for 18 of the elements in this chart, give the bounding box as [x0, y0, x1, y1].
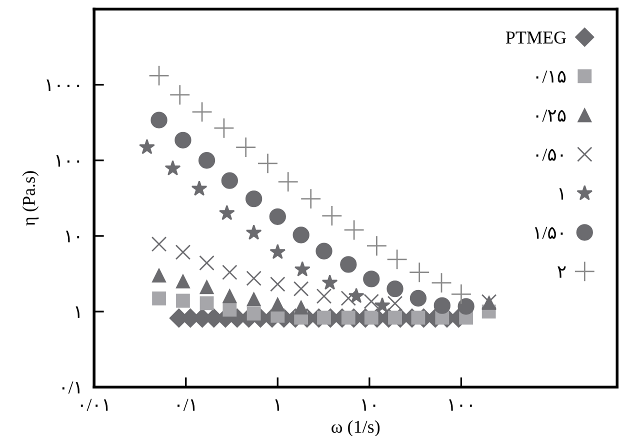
y-tick-label: ۰/۱: [62, 382, 80, 394]
legend-label: ۱: [559, 188, 564, 200]
y-tick-label: ۱۰۰۰: [46, 80, 80, 92]
y-axis-title: η (Pa.s): [22, 171, 39, 226]
legend-label: ۲: [558, 266, 566, 278]
y-tick-label: ۱: [76, 306, 80, 318]
x-tick-label: ۰/۱: [178, 398, 195, 411]
legend-label: ۱/۵۰: [534, 226, 563, 239]
x-tick-label: ۰/۰۱: [80, 398, 108, 411]
legend-label: ۰/۲۵: [536, 110, 566, 122]
x-tick-label: ۱: [275, 399, 279, 411]
legend-label: ۰/۵۰: [536, 148, 563, 161]
y-tick-label: ۱۰۰: [56, 155, 80, 167]
legend-label: ۰/۱۵: [536, 70, 566, 83]
y-tick-label: ۱۰: [66, 230, 80, 242]
x-tick-label: ۱۰: [362, 399, 376, 411]
x-tick-label: ۱۰۰: [449, 399, 472, 411]
legend-label: PTMEG: [506, 32, 566, 44]
